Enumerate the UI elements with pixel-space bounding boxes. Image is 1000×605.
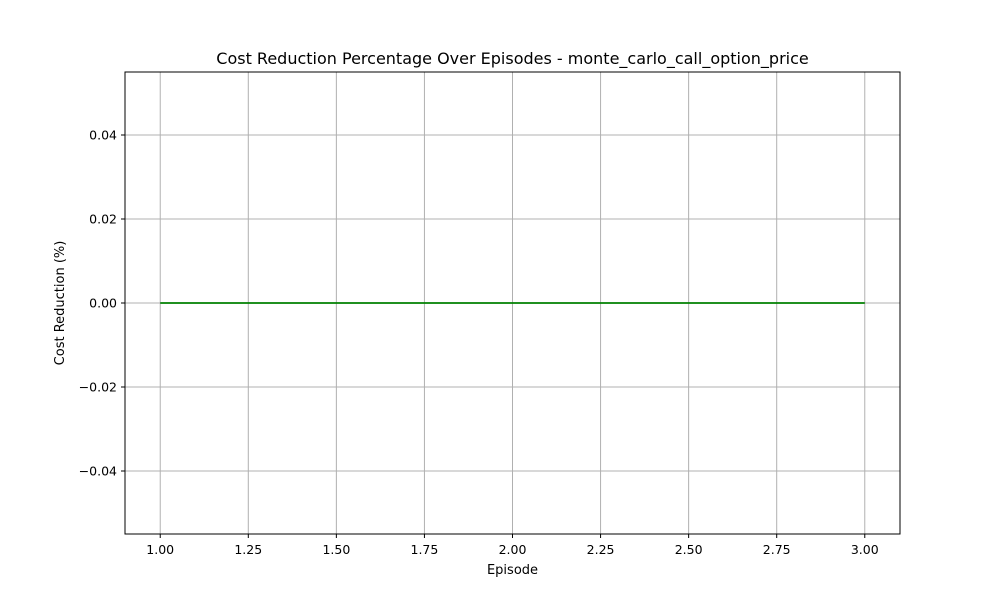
x-tick-label: 2.00 bbox=[499, 542, 527, 557]
x-tick-label: 1.50 bbox=[322, 542, 350, 557]
x-tick-label: 1.75 bbox=[411, 542, 439, 557]
y-tick-label: 0.00 bbox=[89, 296, 117, 311]
x-tick-label: 3.00 bbox=[851, 542, 879, 557]
x-tick-label: 2.50 bbox=[675, 542, 703, 557]
y-tick-label: −0.02 bbox=[79, 380, 117, 395]
y-tick-label: −0.04 bbox=[79, 464, 117, 479]
y-tick-label: 0.02 bbox=[89, 212, 117, 227]
x-tick-label: 2.75 bbox=[763, 542, 791, 557]
x-tick-label: 1.00 bbox=[146, 542, 174, 557]
y-tick-label: 0.04 bbox=[89, 128, 117, 143]
chart-title: Cost Reduction Percentage Over Episodes … bbox=[216, 49, 808, 69]
x-tick-label: 2.25 bbox=[587, 542, 615, 557]
x-tick-label: 1.25 bbox=[234, 542, 262, 557]
x-axis-label: Episode bbox=[487, 563, 538, 578]
y-axis-label: Cost Reduction (%) bbox=[53, 241, 68, 366]
tick-layer: 1.00 1.25 1.50 1.75 2.00 2.25 2.50 2.75 3.00 −0.0… bbox=[79, 128, 879, 558]
